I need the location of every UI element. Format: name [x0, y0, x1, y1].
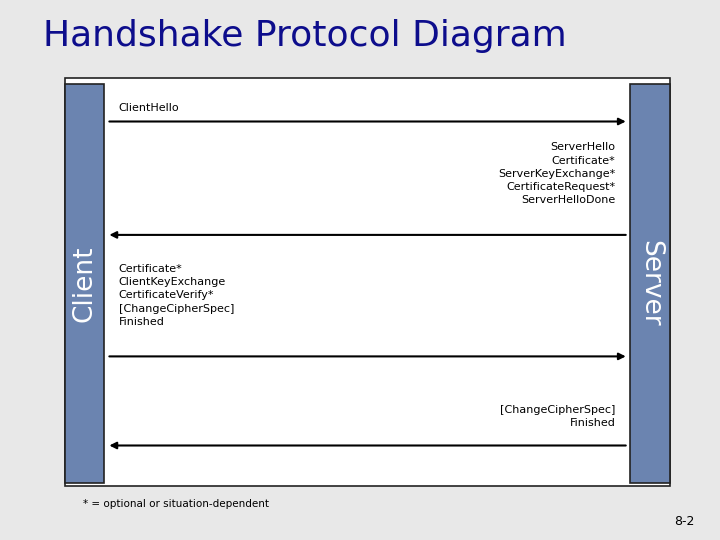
Bar	[65, 84, 104, 483]
Text: Server: Server	[636, 240, 663, 327]
Bar	[65, 78, 670, 486]
Text: Client: Client	[71, 245, 98, 322]
Text: Handshake Protocol Diagram: Handshake Protocol Diagram	[43, 19, 567, 53]
Text: Certificate*
ClientKeyExchange
CertificateVerify*
[ChangeCipherSpec]
Finished: Certificate* ClientKeyExchange Certifica…	[119, 264, 234, 327]
Text: ServerHello
Certificate*
ServerKeyExchange*
CertificateRequest*
ServerHelloDone: ServerHello Certificate* ServerKeyExchan…	[498, 143, 616, 205]
Bar	[630, 84, 670, 483]
Text: * = optional or situation-dependent: * = optional or situation-dependent	[83, 498, 269, 509]
Text: ClientHello: ClientHello	[119, 103, 179, 113]
Text: [ChangeCipherSpec]
Finished: [ChangeCipherSpec] Finished	[500, 405, 616, 428]
Text: 8-2: 8-2	[675, 515, 695, 528]
